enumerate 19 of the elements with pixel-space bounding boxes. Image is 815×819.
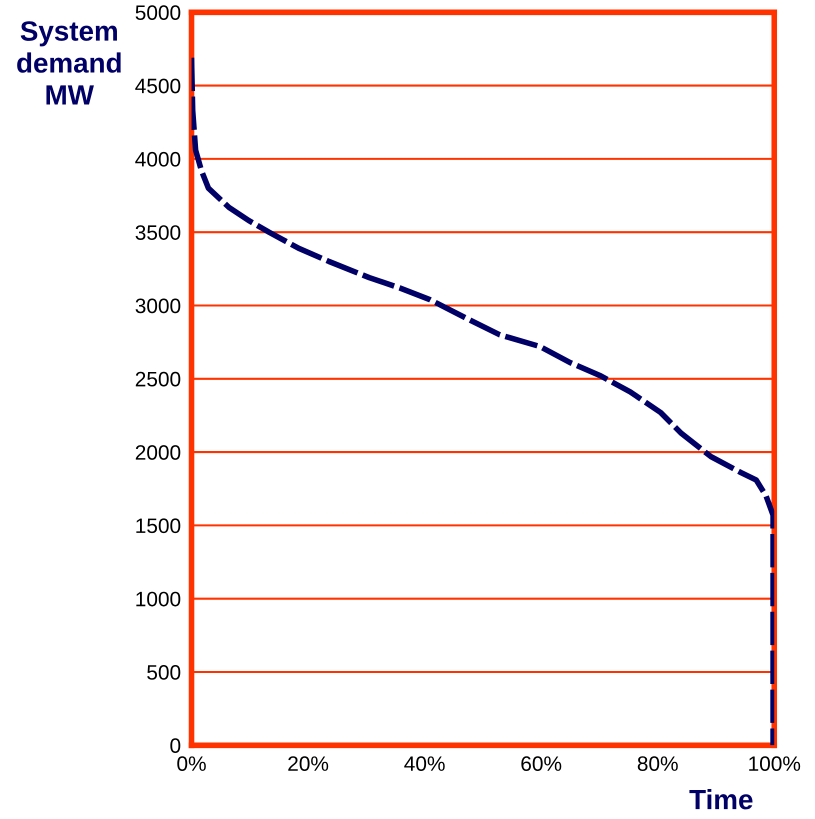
y-tick-label: 0 bbox=[170, 738, 180, 754]
y-tick-label: 4000 bbox=[135, 152, 180, 167]
x-tick-label: 100% bbox=[749, 756, 800, 772]
y-tick-label: 500 bbox=[147, 664, 180, 680]
y-tick-label: 3000 bbox=[136, 298, 180, 314]
x-tick-label: 20% bbox=[288, 756, 328, 772]
y-axis-title: System demand MW bbox=[17, 21, 121, 104]
x-tick-label: 60% bbox=[521, 756, 562, 772]
y-tick-label: 1500 bbox=[136, 518, 180, 534]
x-axis-title: Time bbox=[689, 789, 752, 810]
y-tick-label: 5000 bbox=[136, 5, 180, 20]
y-tick-label: 1000 bbox=[136, 592, 180, 606]
x-tick-label: 0% bbox=[177, 756, 206, 772]
y-tick-label: 2500 bbox=[136, 372, 180, 387]
x-tick-label: 80% bbox=[638, 756, 678, 772]
x-tick-label: 40% bbox=[404, 756, 445, 772]
y-tick-label: 4500 bbox=[135, 78, 180, 94]
y-tick-label: 3500 bbox=[136, 225, 180, 240]
y-tick-label: 2000 bbox=[136, 445, 180, 460]
